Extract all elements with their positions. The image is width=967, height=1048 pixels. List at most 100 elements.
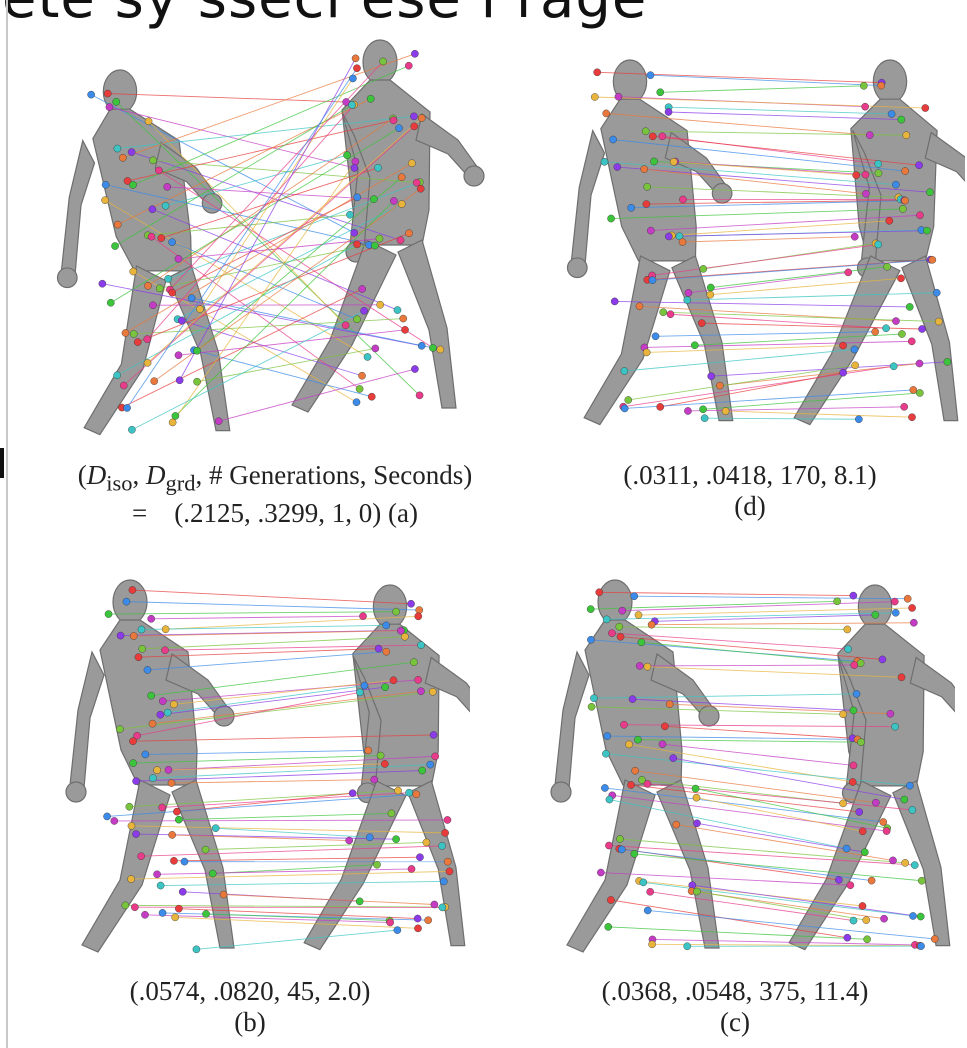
keypoint-dot: [138, 853, 145, 860]
keypoint-dot: [872, 611, 879, 618]
keypoint-dot: [640, 879, 647, 886]
keypoint-dot: [667, 311, 674, 318]
keypoint-dot: [351, 229, 358, 236]
correspondence-line: [132, 590, 411, 604]
caption-a: (Diso, Dgrd, # Generations, Seconds) = (…: [40, 460, 510, 529]
keypoint-dot: [857, 660, 864, 667]
keypoint-dot: [173, 808, 180, 815]
keypoint-dot: [860, 82, 867, 89]
keypoint-dot: [395, 787, 402, 794]
keypoint-dot: [387, 919, 394, 926]
keypoint-dot: [851, 346, 858, 353]
keypoint-dot: [872, 799, 879, 806]
correspondence-line: [206, 842, 427, 849]
correspondence-line: [644, 341, 911, 347]
keypoint-dot: [605, 923, 612, 930]
keypoint-dot: [168, 779, 175, 786]
keypoint-dot: [388, 810, 395, 817]
keypoint-dot: [359, 613, 366, 620]
keypoint-dot: [875, 170, 882, 177]
keypoint-dot: [346, 837, 353, 844]
keypoint-dot: [413, 179, 420, 186]
keypoint-dot: [707, 284, 714, 291]
keypoint-dot: [929, 256, 936, 263]
keypoint-dot: [684, 296, 691, 303]
keypoint-dot: [169, 831, 176, 838]
keypoint-dot: [114, 145, 121, 152]
keypoint-dot: [666, 701, 673, 708]
keypoint-dot: [361, 682, 368, 689]
keypoint-dot: [179, 888, 186, 895]
keypoint-dot: [883, 827, 890, 834]
keypoint-dot: [652, 333, 659, 340]
keypoint-dot: [165, 766, 172, 773]
keypoint-dot: [114, 221, 121, 228]
keypoint-dot: [116, 726, 123, 733]
keypoint-dot: [88, 91, 95, 98]
keypoint-dot: [159, 909, 166, 916]
keypoint-dot: [840, 369, 847, 376]
keypoint-dot: [627, 781, 634, 788]
correspondence-line: [624, 349, 854, 371]
keypoint-dot: [902, 167, 909, 174]
keypoint-dot: [610, 136, 617, 143]
keypoint-dot: [353, 399, 360, 406]
keypoint-dot: [908, 414, 915, 421]
caption-b-label: (b): [30, 1007, 470, 1038]
keypoint-dot: [119, 154, 126, 161]
keypoint-dot: [405, 789, 412, 796]
keypoint-dot: [847, 882, 854, 889]
keypoint-dot: [349, 790, 356, 797]
keypoint-dot: [416, 392, 423, 399]
keypoint-dot: [343, 152, 350, 159]
keypoint-dot: [844, 645, 851, 652]
keypoint-dot: [886, 217, 893, 224]
keypoint-dot: [196, 305, 203, 312]
correspondence-line: [726, 411, 912, 417]
keypoint-dot: [701, 415, 708, 422]
keypoint-dot: [918, 325, 925, 332]
keypoint-dot: [651, 158, 658, 165]
keypoint-dot: [659, 741, 666, 748]
keypoint-dot: [149, 720, 156, 727]
keypoint-dot: [407, 600, 414, 607]
keypoint-dot: [439, 904, 446, 911]
left-margin-rule: [6, 0, 8, 1048]
keypoint-dot: [383, 648, 390, 655]
keypoint-dot: [839, 711, 846, 718]
keypoint-dot: [587, 636, 594, 643]
caption-b: (.0574, .0820, 45, 2.0) (b): [30, 976, 470, 1038]
keypoint-dot: [414, 925, 421, 932]
keypoint-dot: [642, 128, 649, 135]
keypoint-dot: [691, 342, 698, 349]
keypoint-dot: [707, 291, 714, 298]
keypoint-dot: [417, 688, 424, 695]
keypoint-dot: [367, 95, 374, 102]
keypoint-dot: [679, 238, 686, 245]
keypoint-dot: [398, 200, 405, 207]
keypoint-dot: [859, 828, 866, 835]
keypoint-dot: [619, 607, 626, 614]
keypoint-dot: [880, 818, 887, 825]
keypoint-dot: [647, 72, 654, 79]
keypoint-dot: [875, 241, 882, 248]
keypoint-dot: [898, 330, 905, 337]
keypoint-dot: [429, 688, 436, 695]
keypoint-dot: [679, 196, 686, 203]
keypoint-dot: [401, 633, 408, 640]
keypoint-dot: [916, 389, 923, 396]
keypoint-dot: [588, 703, 595, 710]
keypoint-dot: [890, 363, 897, 370]
keypoint-dot: [857, 739, 864, 746]
keypoint-dot: [659, 133, 666, 140]
keypoint-dot: [861, 849, 868, 856]
keypoint-dot: [909, 806, 916, 813]
keypoint-dot: [673, 821, 680, 828]
correspondence-line: [197, 348, 375, 381]
keypoint-dot: [644, 907, 651, 914]
keypoint-dot: [665, 233, 672, 240]
correspondence-line: [683, 237, 855, 242]
keypoint-dot: [417, 641, 424, 648]
keypoint-dot: [641, 166, 648, 173]
keypoint-dot: [908, 604, 915, 611]
